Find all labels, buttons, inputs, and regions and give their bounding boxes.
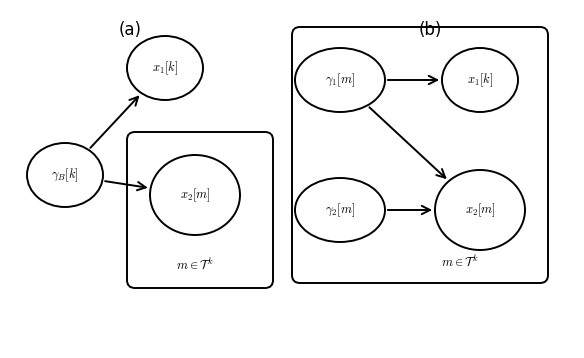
Ellipse shape [435, 170, 525, 250]
Text: $\gamma_1[m]$: $\gamma_1[m]$ [325, 71, 355, 89]
Ellipse shape [295, 48, 385, 112]
Ellipse shape [442, 48, 518, 112]
Text: $x_2[m]$: $x_2[m]$ [180, 186, 210, 204]
Ellipse shape [27, 143, 103, 207]
Text: (a): (a) [119, 21, 141, 39]
Text: $m \in \mathcal{T}^k$: $m \in \mathcal{T}^k$ [176, 257, 214, 273]
Text: $x_1[k]$: $x_1[k]$ [467, 71, 493, 89]
Text: (b): (b) [418, 21, 442, 39]
Ellipse shape [295, 178, 385, 242]
Text: $\gamma_B[k]$: $\gamma_B[k]$ [51, 166, 79, 184]
Text: $m \in \mathcal{T}^k$: $m \in \mathcal{T}^k$ [442, 254, 479, 270]
Text: $x_2[m]$: $x_2[m]$ [465, 201, 495, 219]
Text: $\gamma_2[m]$: $\gamma_2[m]$ [325, 201, 355, 219]
Ellipse shape [127, 36, 203, 100]
Text: $x_1[k]$: $x_1[k]$ [152, 59, 178, 77]
Ellipse shape [150, 155, 240, 235]
